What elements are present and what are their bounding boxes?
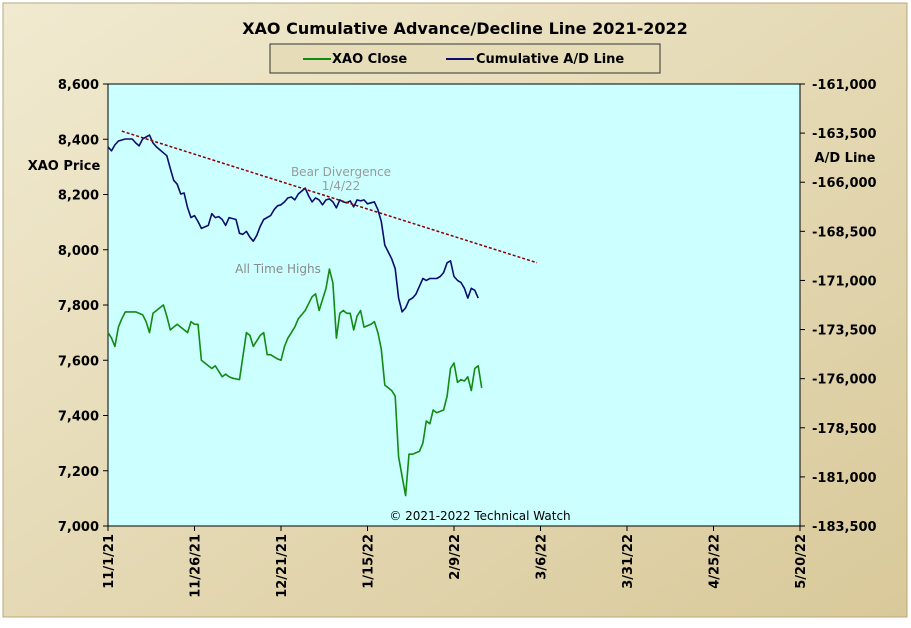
x-tick-label: 4/25/22 xyxy=(708,534,723,589)
series-line-ad-line xyxy=(107,134,479,313)
right-tick-label: -173,500 xyxy=(812,324,877,339)
right-tick-label: -183,500 xyxy=(812,520,877,535)
left-tick-label: 7,400 xyxy=(58,410,99,425)
right-tick-label: -161,000 xyxy=(812,78,877,93)
legend-label-xao-close: XAO Close xyxy=(332,52,407,67)
right-axis-ticks: -161,000 -163,500 -166,000 -168,500 -171,000… xyxy=(800,78,877,535)
right-tick-label: -163,500 xyxy=(812,127,877,142)
y-right-axis-label: A/D Line xyxy=(815,151,876,166)
series-line-xao-close xyxy=(107,268,483,497)
right-tick-label: -178,500 xyxy=(812,422,877,437)
left-tick-label: 7,200 xyxy=(58,465,99,480)
x-tick-label: 1/15/22 xyxy=(362,534,377,589)
right-tick-label: -168,500 xyxy=(812,225,877,240)
x-tick-label: 3/31/22 xyxy=(621,534,636,589)
right-tick-label: -171,000 xyxy=(812,274,877,289)
right-tick-label: -166,000 xyxy=(812,176,877,191)
series-layer xyxy=(107,130,538,497)
left-tick-label: 7,000 xyxy=(58,520,99,535)
annotation-bear-divergence-date: 1/4/22 xyxy=(322,179,361,193)
x-tick-label: 3/6/22 xyxy=(535,534,550,580)
left-tick-label: 7,600 xyxy=(58,354,99,369)
annotation-bear-divergence: Bear Divergence xyxy=(291,165,391,179)
trendline-bear-divergence xyxy=(121,130,538,264)
left-tick-label: 7,800 xyxy=(58,299,99,314)
legend-label-ad-line: Cumulative A/D Line xyxy=(476,52,624,67)
x-tick-label: 2/9/22 xyxy=(448,534,463,580)
chart-title: XAO Cumulative Advance/Decline Line 2021… xyxy=(242,19,688,38)
x-tick-label: 11/26/21 xyxy=(189,534,204,598)
x-tick-label: 12/21/21 xyxy=(275,534,290,598)
y-left-axis-label: XAO Price xyxy=(28,159,101,174)
left-tick-label: 8,000 xyxy=(58,244,99,259)
x-tick-label: 5/20/22 xyxy=(794,534,809,589)
x-axis-ticks: 11/1/21 11/26/21 12/21/21 1/15/22 2/9/22 3/6/… xyxy=(102,526,809,598)
credit-text: © 2021-2022 Technical Watch xyxy=(389,509,570,523)
left-tick-label: 8,200 xyxy=(58,189,99,204)
left-tick-label: 8,400 xyxy=(58,133,99,148)
left-axis-ticks: 8,600 8,400 8,200 8,000 7,800 7,600 7,400 7,200… xyxy=(58,78,108,535)
right-tick-label: -181,000 xyxy=(812,471,877,486)
legend: XAO Close Cumulative A/D Line xyxy=(269,43,661,74)
annotation-all-time-highs: All Time Highs xyxy=(235,262,321,276)
x-tick-label: 11/1/21 xyxy=(102,534,117,589)
left-tick-label: 8,600 xyxy=(58,78,99,93)
plot-area xyxy=(107,83,801,527)
right-tick-label: -176,000 xyxy=(812,373,877,388)
